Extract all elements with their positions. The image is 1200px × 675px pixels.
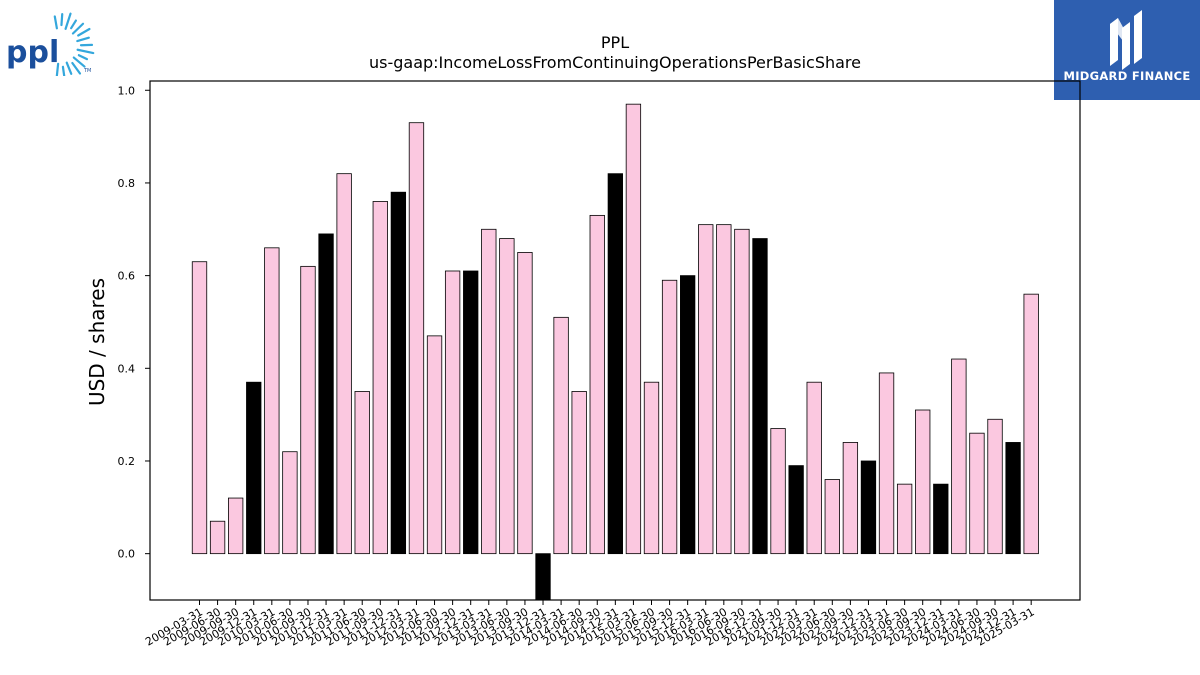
bar <box>896 483 913 555</box>
bar <box>842 442 859 555</box>
bar <box>318 233 334 555</box>
sun-ray <box>61 65 66 79</box>
bar <box>499 238 515 555</box>
bar <box>444 270 461 555</box>
bar <box>716 224 732 555</box>
sun-ray <box>71 61 82 75</box>
sun-ray <box>64 12 72 30</box>
bar <box>1005 442 1021 555</box>
trademark-mark: TM <box>83 68 91 74</box>
y-tick-label: 1.0 <box>118 84 136 97</box>
y-axis-label: USD / shares <box>85 278 109 406</box>
sun-ray <box>70 19 77 30</box>
y-tick-label: 0.0 <box>118 548 136 561</box>
bar <box>300 265 316 555</box>
bar <box>264 247 280 555</box>
bar <box>661 279 678 555</box>
bar <box>354 391 370 555</box>
bar <box>734 228 750 555</box>
bar <box>770 428 786 555</box>
bar <box>535 553 551 601</box>
bar <box>951 358 967 555</box>
midgard-finance-logo: MIDGARD FINANCE <box>1054 0 1200 100</box>
bar <box>607 173 623 555</box>
y-axis: 0.0 0.2 0.4 0.6 0.8 1.0 <box>118 84 150 561</box>
bar <box>987 418 1003 555</box>
bar <box>282 451 298 555</box>
bar <box>246 381 262 555</box>
plot-frame <box>149 80 1081 601</box>
bar <box>517 252 533 555</box>
bar <box>209 520 226 555</box>
sun-ray <box>71 22 85 35</box>
sun-ray <box>60 12 64 27</box>
sun-ray <box>72 56 86 68</box>
bar <box>553 316 569 555</box>
bar <box>860 460 877 555</box>
y-tick-label: 0.2 <box>118 455 136 468</box>
y-tick-label: 0.8 <box>118 177 136 190</box>
sun-ray <box>53 15 58 30</box>
bar <box>228 497 244 555</box>
sun-ray <box>77 27 91 37</box>
bar <box>625 103 642 555</box>
bar <box>643 381 660 555</box>
sun-ray <box>77 54 89 61</box>
ppl-logo: ppl TM <box>4 6 96 81</box>
bar <box>336 173 352 555</box>
bar <box>571 391 587 555</box>
bar <box>915 409 931 555</box>
bar <box>589 214 605 555</box>
bar <box>191 261 208 555</box>
bar <box>698 224 714 555</box>
bar <box>933 483 949 555</box>
bar <box>824 479 840 555</box>
y-tick-label: 0.4 <box>118 362 136 375</box>
y-tick-label: 0.6 <box>118 270 136 283</box>
bars-group <box>191 103 1039 601</box>
bar <box>788 465 804 555</box>
bar <box>408 122 425 555</box>
bar <box>1023 293 1039 555</box>
bar <box>463 270 479 555</box>
bar <box>481 228 497 555</box>
bar <box>878 372 895 555</box>
ppl-logo-text: ppl <box>6 35 59 70</box>
sun-ray <box>65 61 73 75</box>
bar <box>752 238 768 555</box>
bar <box>806 381 822 555</box>
chart-title: PPL <box>601 33 629 52</box>
bar <box>390 191 407 555</box>
bar <box>680 275 696 555</box>
sun-ray <box>76 36 90 43</box>
bar <box>372 201 388 555</box>
x-axis: 2009-03-312009-06-302009-09-302009-12-31… <box>143 600 1037 649</box>
midgard-m-icon <box>1110 10 1142 70</box>
midgard-finance-label: MIDGARD FINANCE <box>1063 69 1191 83</box>
sun-ray <box>76 48 95 55</box>
bar <box>426 335 443 555</box>
chart-subtitle: us-gaap:IncomeLossFromContinuingOperatio… <box>369 53 861 72</box>
ppl-sunburst-icon: ppl TM <box>6 12 95 81</box>
bar <box>969 432 985 555</box>
